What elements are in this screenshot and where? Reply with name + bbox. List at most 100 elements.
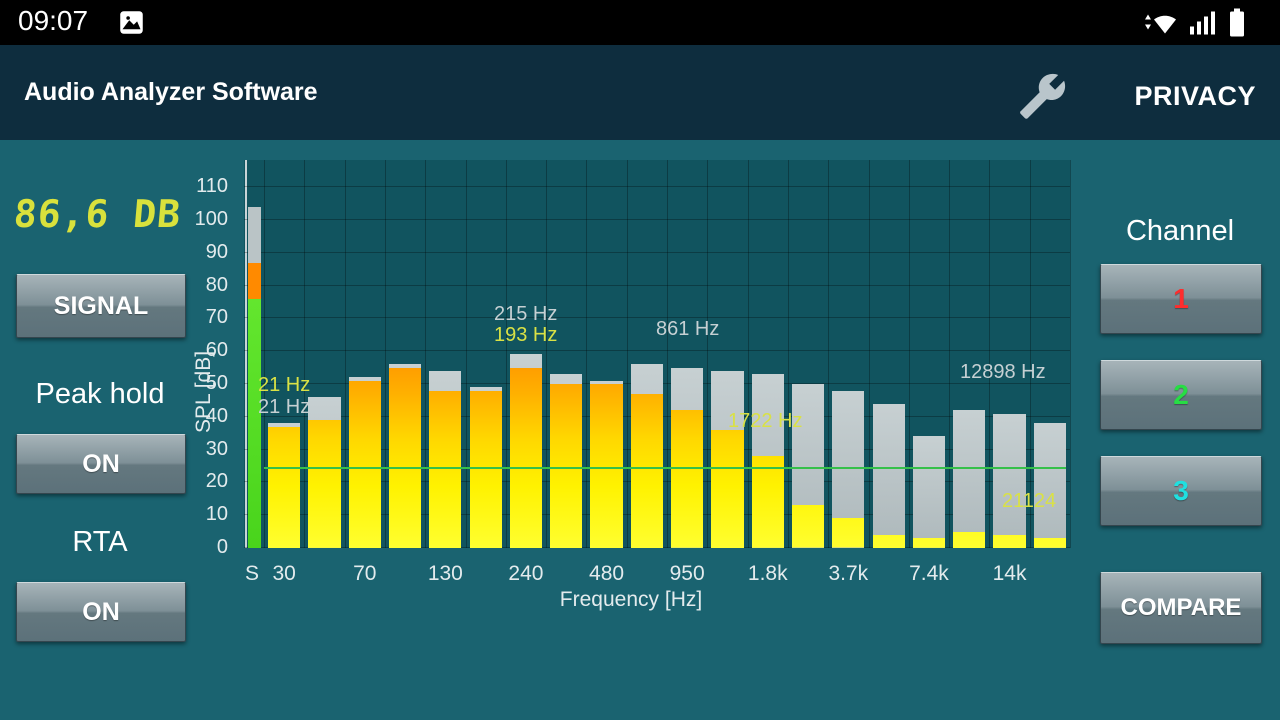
peak-hold-bar [912,436,946,548]
x-tick-label: 130 [427,562,463,585]
grid-line-vertical [949,160,951,548]
spectrum-bar [590,384,623,548]
battery-icon [1228,8,1246,42]
y-tick-label: 50 [205,372,228,394]
y-axis-labels: 0 10 20 30 40 50 60 70 80 90 100 110 [168,160,236,558]
grid-line-horizontal [244,219,1070,220]
x-tick-label: 70 [353,562,377,585]
y-tick-label: 100 [194,208,228,230]
plot-area: 21 Hz 21 Hz 215 Hz 193 Hz 861 Hz 1722 Hz 12898… [244,160,1071,548]
frequency-annotation: 21 Hz [258,396,311,418]
grid-line-vertical [667,160,668,548]
app-title: Audio Analyzer Software [24,78,318,106]
spectrum-bar [832,518,865,548]
grid-line-vertical [546,160,548,548]
grid-line-vertical [626,160,628,548]
y-tick-label: 20 [205,470,228,493]
spectrum-bar [953,531,986,548]
y-tick-label: 110 [196,175,228,198]
spectrum-bar [429,390,462,548]
spectrum-bar [751,456,784,548]
y-tick-label: 40 [205,404,228,427]
notification-image-icon [118,9,145,41]
settings-wrench-icon[interactable] [1018,71,1068,121]
y-axis-line [245,160,247,548]
spectrum-bar [509,367,543,548]
spectrum-bar [550,384,583,548]
x-tick-label: 14k [992,562,1027,585]
spectrum-bar [671,410,704,548]
grid-line-vertical [344,160,346,548]
wifi-icon [1142,9,1178,41]
grid-line-vertical [505,160,507,548]
grid-line-vertical [384,160,386,548]
peak-hold-bar [993,413,1026,548]
y-axis-title: SPL [dB] [192,350,215,434]
y-tick-label: 30 [205,437,228,460]
spectrum-bar [388,367,422,548]
grid-line-vertical [586,160,588,548]
grid-line-vertical [1029,160,1031,548]
grid-line-horizontal [244,317,1070,319]
grid-line-vertical [304,160,306,548]
clock: 09:07 [18,5,89,36]
x-tick-label: 240 [508,562,544,585]
grid-line-vertical [1070,160,1071,548]
peak-hold-label: Peak hold [35,378,165,410]
peak-hold-bar [872,403,905,548]
signal-bar-orange [248,262,261,299]
app-bar: Audio Analyzer Software PRIVACY [0,45,1280,140]
compare-button[interactable]: COMPARE [1100,572,1262,644]
frequency-annotation: 12898 Hz [960,361,1046,383]
rta-toggle[interactable]: ON [16,582,186,642]
privacy-button[interactable]: PRIVACY [1134,81,1256,111]
signal-button[interactable]: SIGNAL [16,274,186,338]
y-tick-label: 10 [205,503,228,526]
frequency-annotation: 193 Hz [494,324,558,346]
y-tick-label: 90 [205,240,228,263]
spectrum-bar [308,420,341,548]
hold-threshold-line [264,467,1066,470]
grid-line-vertical [868,160,870,548]
signal-bar-green [248,298,261,548]
channel-2-button[interactable]: 2 [1100,360,1262,430]
grid-line-vertical [908,160,910,548]
x-tick-label: 1.8k [747,562,788,585]
x-axis-labels: S 30 70 130 240 480 950 1.8k 3.7k 7.4k 14k [244,562,1070,590]
channel-1-button[interactable]: 1 [1100,264,1262,334]
status-bar: 09:07 [0,0,1280,45]
grid-line-horizontal [244,350,1070,352]
spectrum-bar [469,390,502,548]
spectrum-bar [630,393,663,548]
frequency-annotation: 215 Hz [494,303,558,325]
x-tick-label: 950 [669,562,705,585]
spectrum-bar [268,426,301,548]
spectrum-bar [711,429,744,548]
grid-line-horizontal [244,186,1070,188]
y-tick-label: 0 [216,536,228,558]
frequency-annotation: 21 Hz [258,374,311,396]
grid-line-vertical [828,160,830,548]
channel-label: Channel [1125,215,1235,247]
grid-line-horizontal [244,284,1070,286]
grid-line-vertical [747,160,749,548]
x-tick-label: 3.7k [828,562,869,585]
peak-hold-bar [953,410,986,548]
grid-line-vertical [989,160,991,548]
y-tick-label: 70 [205,306,228,329]
rta-label: RTA [72,526,128,558]
peak-hold-toggle[interactable]: ON [16,434,186,494]
grid-line-horizontal [244,251,1070,253]
x-tick-label: 7.4k [909,562,949,585]
frequency-annotation: 21124 [1002,490,1057,512]
spectrum-bar [1033,538,1066,548]
x-tick-label: 480 [589,562,625,585]
x-axis-title: Frequency [Hz] [559,588,703,611]
y-tick-label: 60 [205,339,228,362]
spectrum-bar [912,538,946,548]
grid-line-vertical [787,160,789,548]
channel-3-button[interactable]: 3 [1100,456,1262,526]
x-tick-label: 30 [272,562,296,585]
spectrum-bar [872,534,905,548]
spectrum-bar [993,534,1026,548]
